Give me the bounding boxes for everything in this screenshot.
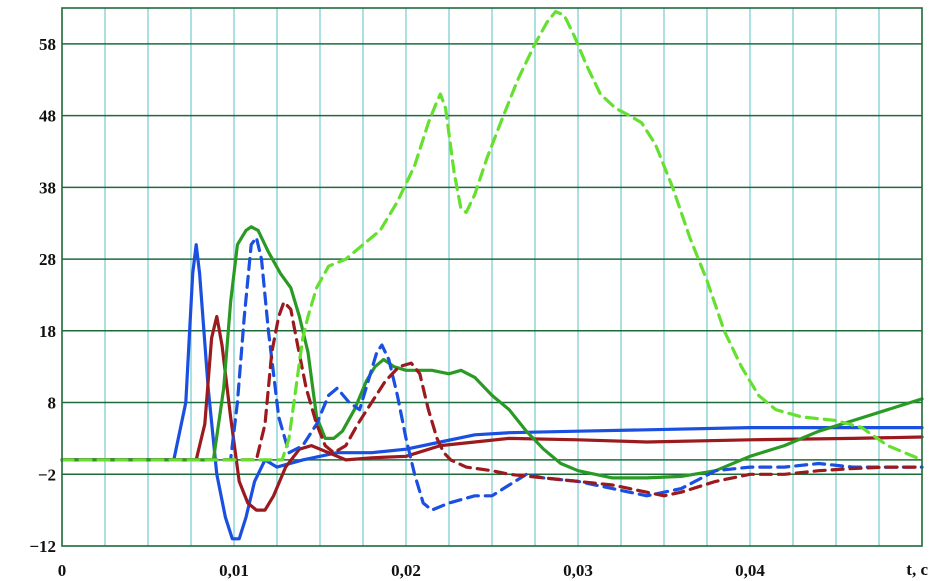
x-tick-label: 0,02 — [391, 561, 421, 580]
series-line-2 — [60, 314, 924, 512]
y-tick-label: 38 — [39, 178, 56, 197]
grid — [62, 8, 922, 546]
y-tick-label: 58 — [39, 35, 56, 54]
x-tick-label: 0,01 — [219, 561, 249, 580]
series-lines — [60, 10, 924, 541]
y-tick-label: −2 — [38, 465, 56, 484]
x-tick-label: 0,04 — [735, 561, 765, 580]
plot-border — [61, 7, 923, 547]
series-line-5 — [60, 300, 924, 498]
series-line-3 — [60, 225, 924, 480]
y-tick-label: 48 — [39, 107, 56, 126]
x-tick-label: 0 — [58, 561, 67, 580]
series-line-6 — [60, 10, 924, 462]
tick-labels: −12 −2 8 18 28 38 48 58 0 0,01 0,02 0,03 0,04 — [29, 35, 765, 580]
x-tick-label: 0,03 — [563, 561, 593, 580]
plot-frame — [61, 7, 923, 547]
x-axis-label: t, c — [906, 560, 928, 579]
series-line-4 — [60, 235, 924, 512]
y-tick-label: 8 — [48, 394, 57, 413]
y-tick-label: 28 — [39, 250, 56, 269]
y-tick-label: 18 — [39, 322, 56, 341]
y-tick-label: −12 — [29, 537, 56, 556]
